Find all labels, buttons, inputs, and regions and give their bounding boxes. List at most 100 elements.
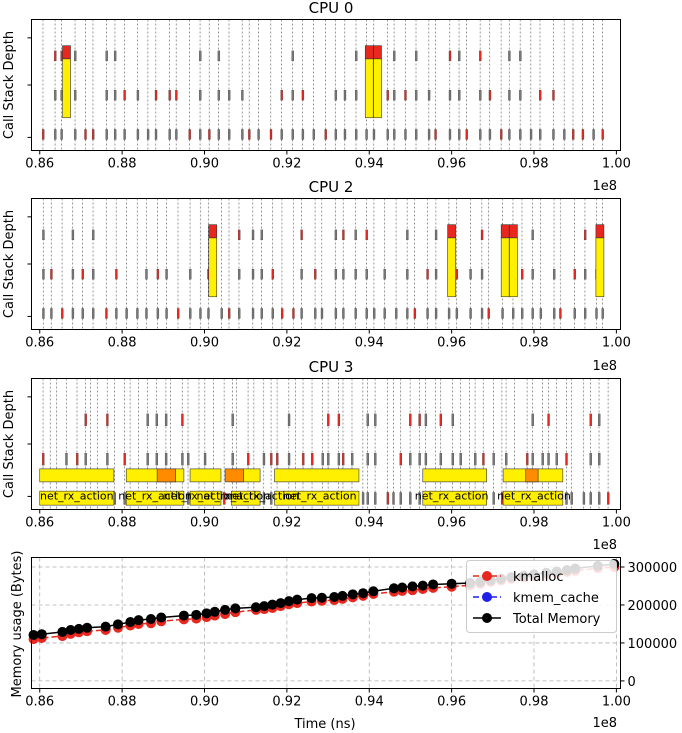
net-rx-bar-upper: [189, 468, 222, 483]
call-bar: [54, 90, 57, 101]
stack-bar: [364, 58, 374, 119]
call-bar: [479, 50, 482, 62]
call-bar: [434, 229, 438, 241]
legend-box: [466, 560, 617, 633]
call-bar: [406, 308, 409, 319]
call-bar: [607, 492, 610, 505]
x-tick-label: 0.94: [355, 336, 384, 351]
orange-bar: [156, 468, 176, 483]
call-bar: [479, 129, 482, 140]
call-bar: [84, 129, 87, 140]
call-bar: [165, 269, 168, 280]
call-bar: [312, 129, 316, 140]
call-bar: [260, 308, 263, 319]
legend-item-kmem-cache: kmem_cache: [473, 591, 599, 606]
call-bar: [92, 308, 95, 319]
call-bar: [354, 308, 357, 319]
call-bar: [257, 129, 260, 140]
call-bar: [581, 129, 585, 140]
call-bar: [392, 492, 395, 505]
call-bar: [521, 308, 524, 319]
call-bar: [113, 50, 117, 62]
data-point-total-memory: [329, 591, 340, 602]
x-tick-label: 0.94: [355, 157, 384, 172]
call-bar: [74, 129, 77, 140]
call-bar: [519, 129, 522, 140]
call-bar: [448, 50, 452, 62]
net-rx-label: net_rx_action: [497, 490, 571, 503]
call-bar: [146, 453, 149, 466]
call-bar: [84, 453, 87, 466]
panel-memory: 0.86 0.88 0.90 0.92 0.94 0.96 0.98 1.00 0 100000…: [10, 551, 677, 733]
call-bar: [199, 129, 202, 140]
net-rx-bar-upper: [39, 468, 115, 483]
call-bar: [480, 269, 484, 280]
call-bar: [415, 129, 418, 140]
call-bar: [451, 453, 454, 466]
call-bar: [154, 129, 158, 140]
call-bar: [355, 129, 358, 140]
call-bar: [383, 308, 386, 319]
call-bar: [71, 308, 75, 319]
data-point-total-memory: [230, 603, 241, 614]
call-bar: [260, 269, 263, 280]
call-bar: [555, 453, 558, 466]
x-tick-label: 0.92: [272, 157, 301, 172]
call-bar: [573, 308, 576, 319]
data-point-total-memory: [397, 582, 408, 593]
call-bar: [354, 229, 357, 241]
data-point-total-memory: [388, 583, 399, 594]
call-bar: [409, 453, 412, 466]
legend-label-kmalloc: kmalloc: [513, 570, 563, 585]
call-bar: [508, 90, 511, 101]
call-bar: [280, 129, 283, 140]
data-point-total-memory: [428, 579, 439, 590]
call-bar: [424, 453, 428, 466]
net-rx-bar: [39, 490, 115, 506]
call-bar: [553, 308, 556, 319]
call-bar: [321, 453, 324, 466]
data-point-total-memory: [417, 580, 428, 591]
call-bar: [156, 269, 160, 280]
call-bar: [220, 308, 223, 319]
call-bar: [399, 453, 402, 466]
stack-bar: [595, 237, 605, 298]
call-bar: [598, 453, 601, 466]
call-bar: [418, 492, 421, 505]
call-bar: [241, 90, 244, 101]
call-bar: [383, 269, 386, 280]
x-tick-label: 0.94: [355, 695, 384, 710]
cpu2-flame-area: [42, 198, 605, 330]
cpu0-x-ticks: 0.86 0.88 0.90 0.92 0.94 0.96 0.98 1.00: [25, 37, 631, 172]
call-bar: [439, 413, 443, 427]
call-bar: [188, 129, 191, 140]
call-bar: [334, 90, 338, 101]
data-point-total-memory: [446, 578, 457, 589]
call-bar: [248, 129, 251, 140]
memory-xlabel: Time (ns): [293, 717, 355, 732]
call-bar: [374, 492, 377, 505]
call-bar: [361, 492, 365, 505]
call-bar: [271, 269, 274, 280]
call-bar: [287, 453, 291, 466]
call-bar: [539, 90, 542, 101]
call-bar: [424, 413, 428, 427]
stack-bar: [62, 58, 71, 119]
call-bar: [426, 269, 429, 280]
call-bar: [531, 453, 534, 466]
x-tick-label: 0.90: [190, 695, 219, 710]
call-bar: [539, 308, 543, 319]
data-point-total-memory: [275, 598, 286, 609]
call-bar: [334, 269, 338, 280]
call-bar: [181, 413, 184, 427]
call-bar: [386, 492, 390, 505]
call-bar: [598, 413, 601, 427]
call-bar: [488, 90, 492, 101]
call-bar: [208, 129, 211, 140]
call-bar: [168, 90, 171, 101]
call-bar: [125, 308, 128, 319]
stack-cap: [509, 224, 518, 239]
call-bar: [365, 129, 368, 140]
call-bar: [123, 453, 126, 466]
